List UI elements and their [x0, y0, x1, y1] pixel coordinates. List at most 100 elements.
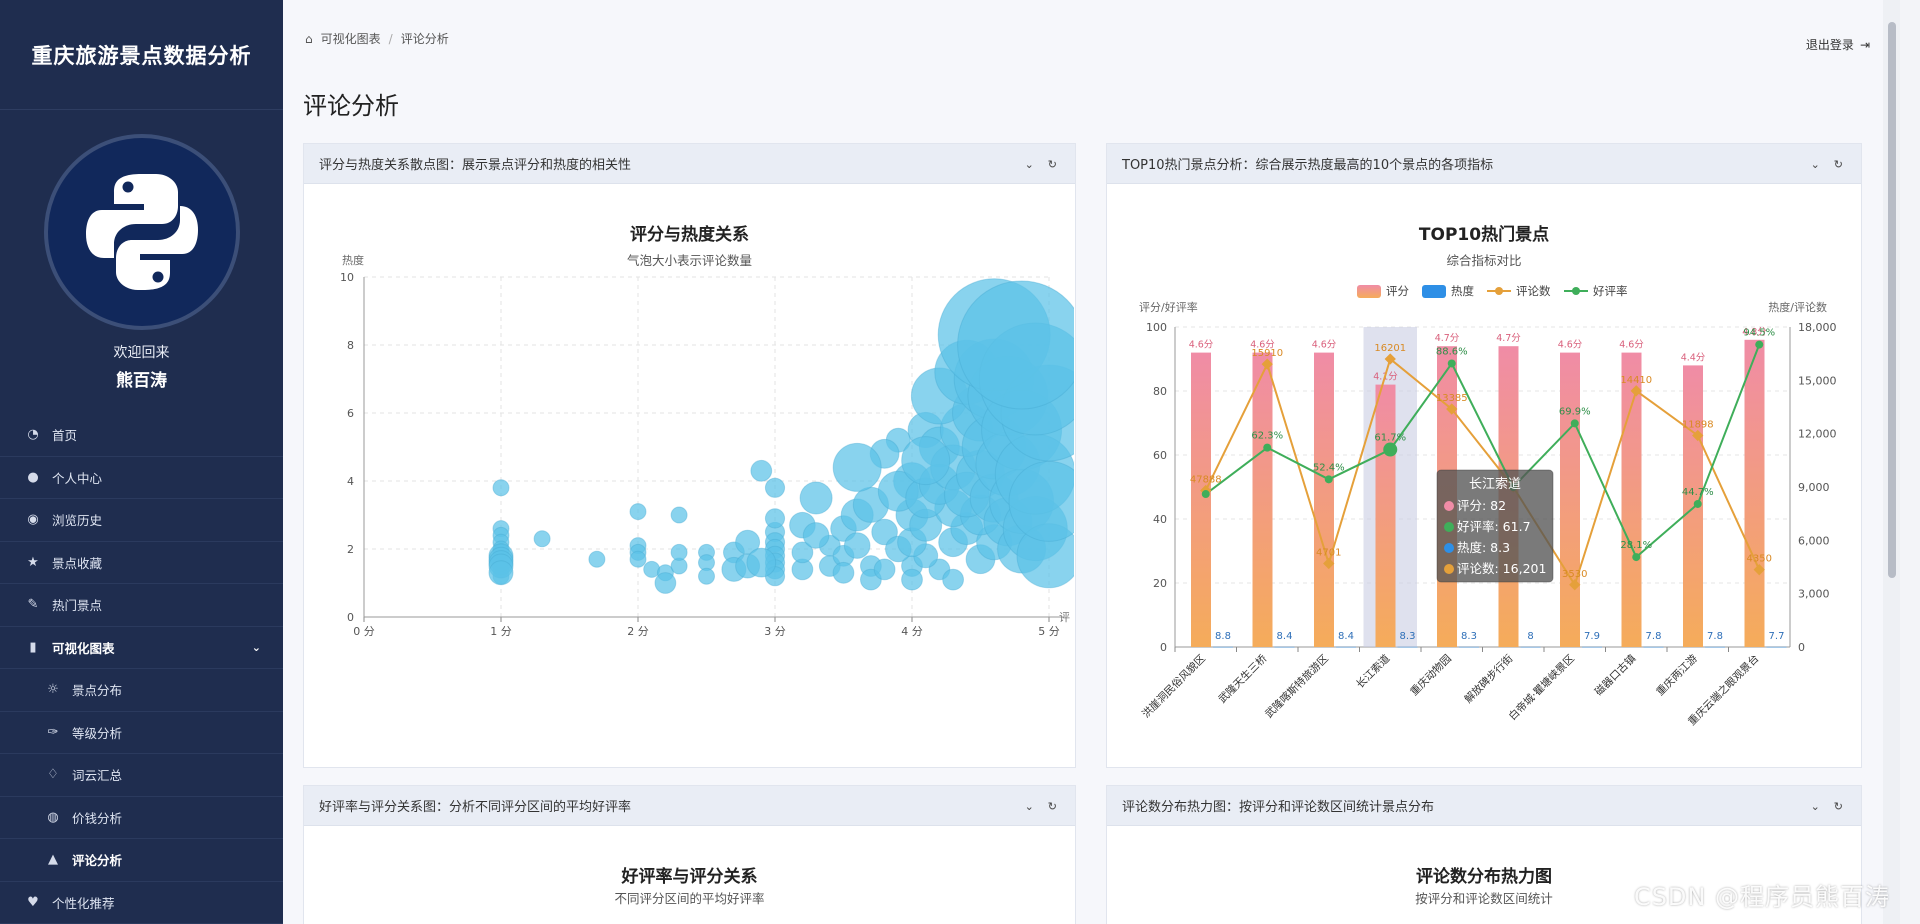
sidebar-item-label: 景点分布 [72, 683, 123, 699]
avatar[interactable] [43, 134, 240, 330]
reviews-point [1384, 353, 1396, 365]
good-rate-chart-subtitle: 不同评分区间的平均好评率 [614, 891, 765, 906]
tooltip-row: 好评率: 61.7 [1457, 519, 1531, 534]
good-rate-chart-title: 好评率与评分关系 [621, 867, 758, 887]
sidebar-item-6[interactable]: ☼ 景点分布 [0, 669, 283, 712]
tooltip-row: 热度: 8.3 [1457, 540, 1510, 555]
scatter-point [873, 558, 896, 581]
scatter-card-header-title: 评分与热度关系散点图：展示景点评分和热度的相关性 [319, 158, 632, 173]
reviews-point-label: 3530 [1562, 569, 1587, 580]
good-rate-point [1693, 499, 1702, 508]
scatter-point [670, 543, 688, 561]
breadcrumb-root[interactable]: 可视化图表 [320, 32, 381, 46]
refresh-icon[interactable]: ↻ [1833, 157, 1843, 171]
star-icon: ★ [27, 554, 39, 570]
legend-label: 评论数 [1516, 284, 1551, 298]
sidebar-item-label: 个人中心 [52, 470, 103, 486]
scatter-point [832, 442, 882, 492]
breadcrumb: ⌂ 可视化图表 / 评论分析 [305, 30, 449, 47]
reviews-point-label: 14410 [1620, 375, 1652, 386]
heatmap-chart-subtitle: 按评分和评论数区间统计 [1415, 891, 1553, 906]
sidebar-item-label: 景点收藏 [52, 555, 103, 571]
fire-icon: ✎ [27, 597, 39, 613]
scatter-point [832, 561, 855, 584]
top10-category-label: 重庆两江游 [1654, 652, 1701, 699]
main-content: ⌂ 可视化图表 / 评论分析 退出登录 ⇥ 评论分析 评分与热度关系散点图：展示… [283, 0, 1900, 924]
refresh-icon[interactable]: ↻ [1047, 799, 1057, 813]
reviews-point [1692, 429, 1704, 442]
page-title: 评论分析 [303, 92, 399, 120]
scatter-point [957, 280, 1074, 410]
legend-swatch [1357, 285, 1381, 298]
reviews-point [1261, 358, 1273, 370]
scatter-y-tick: 2 [347, 543, 354, 556]
collapse-icon[interactable]: ⌄ [1024, 799, 1034, 813]
home-icon[interactable]: ⌂ [305, 31, 313, 46]
good-rate-point-label: 69.9% [1559, 406, 1591, 417]
sidebar-item-3[interactable]: ★ 景点收藏 [0, 542, 283, 584]
score-bar-label: 4.6分 [1619, 340, 1644, 351]
sidebar-item-10[interactable]: ▲ 评论分析 [0, 839, 283, 882]
scatter-y-tick: 4 [347, 475, 354, 488]
reviews-point-label: 11898 [1682, 419, 1714, 430]
scatter-x-tick: 0 分 [353, 625, 375, 638]
scatter-point [871, 518, 898, 546]
scatter-point [750, 459, 773, 482]
good-rate-point-label: 28.1% [1620, 540, 1652, 551]
top10-right-tick: 15,000 [1798, 374, 1837, 387]
top10-right-tick: 3,000 [1798, 588, 1830, 601]
sidebar-item-4[interactable]: ✎ 热门景点 [0, 584, 283, 627]
sidebar-item-7[interactable]: ✑ 等级分析 [0, 712, 283, 754]
sidebar-item-9[interactable]: ◍ 价钱分析 [0, 797, 283, 839]
sidebar-item-8[interactable]: ♢ 词云汇总 [0, 754, 283, 797]
scatter-x-tick: 5 分 [1038, 625, 1060, 638]
refresh-icon[interactable]: ↻ [1833, 799, 1843, 813]
sidebar-item-5[interactable]: ▮ 可视化图表 ⌄ [0, 627, 283, 669]
top10-card-header: TOP10热门景点分析：综合展示热度最高的10个景点的各项指标 ⌄ ↻ [1107, 144, 1861, 184]
reviews-point [1446, 403, 1458, 415]
heat-bar [1520, 646, 1541, 648]
good-rate-point [1755, 340, 1764, 349]
reviews-point-label: 47888 [1190, 475, 1222, 486]
score-bar [1621, 352, 1642, 647]
scatter-x-tick: 4 分 [901, 625, 923, 638]
sidebar-item-0[interactable]: ◔ 首页 [0, 414, 283, 457]
scrollbar-thumb[interactable] [1888, 22, 1896, 578]
legend-label: 好评率 [1593, 284, 1628, 298]
good-rate-point [1201, 490, 1210, 499]
heat-bar-label: 7.7 [1769, 631, 1785, 642]
heatmap-chart-title: 评论数分布热力图 [1416, 867, 1552, 887]
refresh-icon[interactable]: ↻ [1047, 157, 1057, 171]
scatter-point [588, 550, 606, 568]
heat-bar-label: 7.9 [1584, 631, 1600, 642]
collapse-icon[interactable]: ⌄ [1810, 157, 1820, 171]
feather-icon: ✑ [47, 724, 59, 740]
top10-chart-title: TOP10热门景点 [1418, 225, 1550, 245]
collapse-icon[interactable]: ⌄ [1024, 157, 1034, 171]
heat-bar-label: 8.3 [1461, 631, 1477, 642]
sidebar-item-label: 等级分析 [72, 725, 123, 741]
top10-left-tick: 20 [1153, 577, 1167, 590]
scatter-point [764, 477, 786, 498]
reviews-point [1753, 564, 1765, 576]
scatter-point [629, 503, 647, 521]
scatter-point [942, 568, 964, 591]
reviews-point-label: 13385 [1436, 393, 1468, 404]
sun-icon: ☼ [47, 682, 59, 698]
collapse-icon[interactable]: ⌄ [1810, 799, 1820, 813]
good-rate-point-label: 88.6% [1436, 346, 1468, 357]
sidebar-item-1[interactable]: ● 个人中心 [0, 457, 283, 499]
scatter-x-tick: 1 分 [490, 625, 512, 638]
legend-swatch [1422, 285, 1446, 298]
vertical-scrollbar[interactable] [1883, 0, 1900, 924]
top10-left-tick: 80 [1153, 385, 1167, 398]
good-rate-point [1570, 419, 1579, 428]
sidebar-item-11[interactable]: ♥ 个性化推荐 [0, 882, 283, 924]
logout-button[interactable]: 退出登录 ⇥ [1806, 36, 1870, 53]
sidebar-item-2[interactable]: ◉ 浏览历史 [0, 499, 283, 542]
top10-left-tick: 0 [1160, 641, 1167, 654]
score-bar-label: 4.6分 [1558, 340, 1583, 351]
score-bar [1191, 352, 1211, 647]
